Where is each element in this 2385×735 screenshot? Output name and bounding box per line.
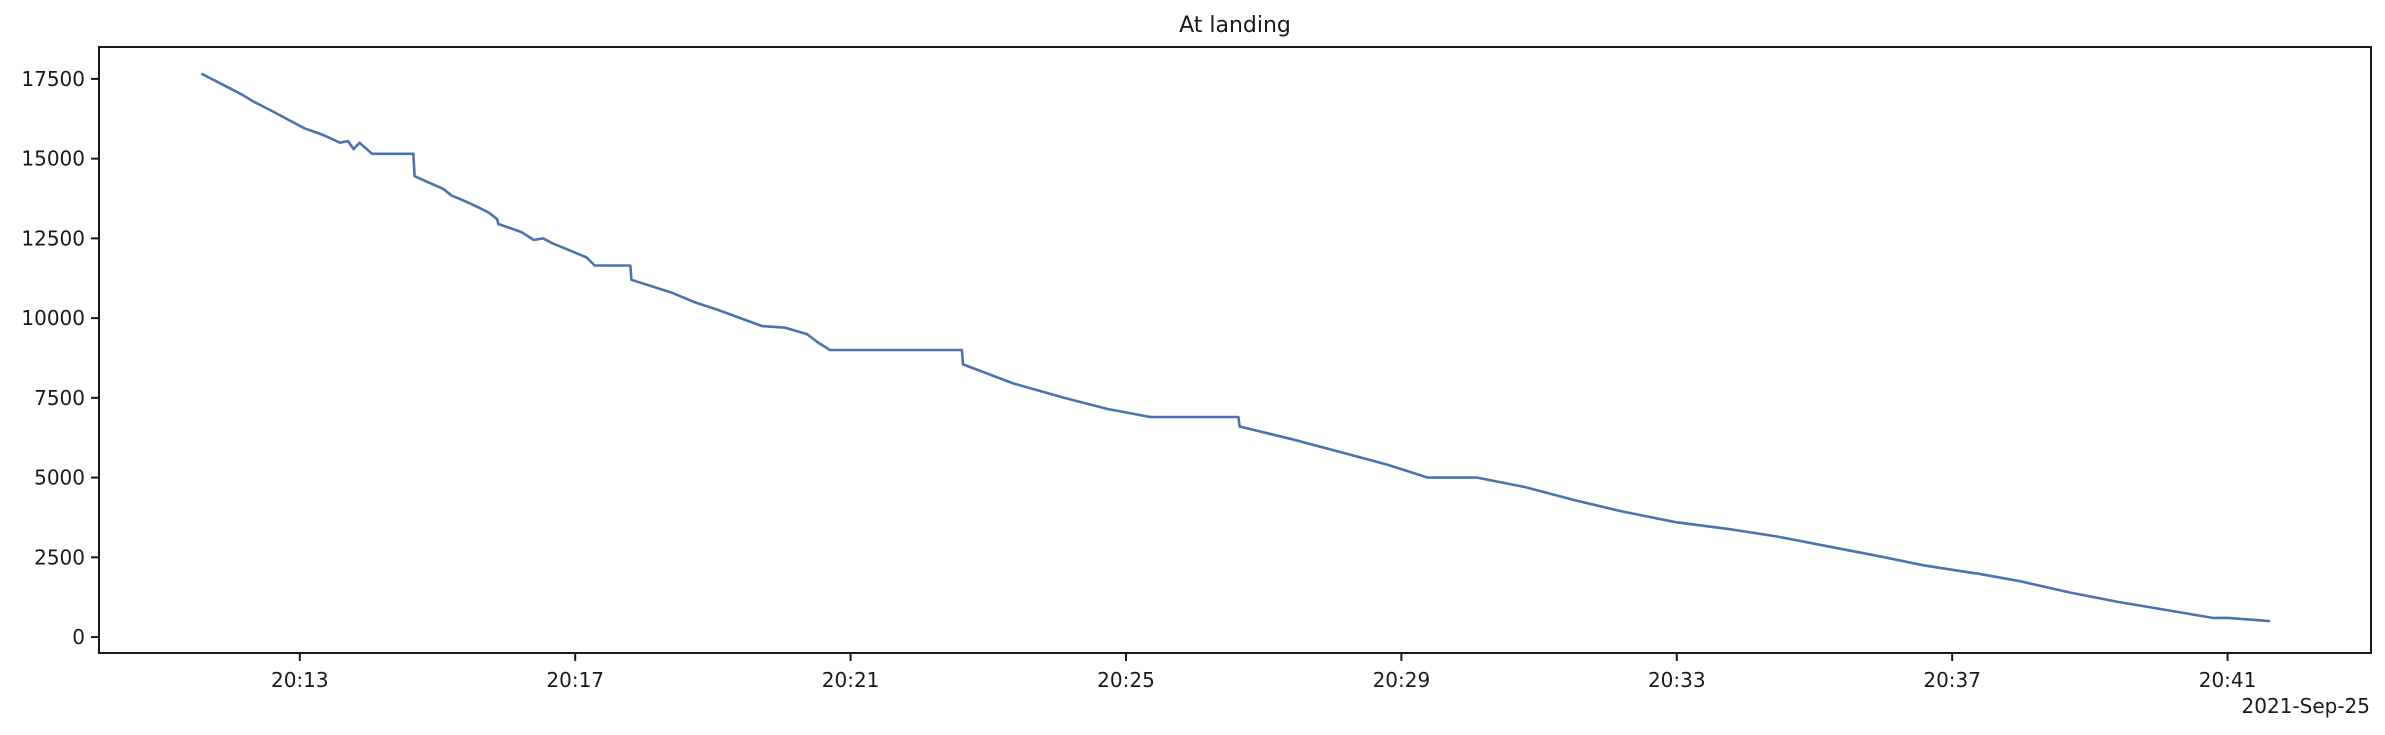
x-tick-label: 20:25	[1097, 668, 1155, 692]
x-tick-label: 20:37	[1923, 668, 1981, 692]
x-tick-label: 20:33	[1648, 668, 1706, 692]
y-tick-label: 0	[72, 625, 85, 649]
chart-title: At landing	[1179, 13, 1291, 38]
x-axis: 20:13 20:17 20:21 20:25 20:29 20:33 20:37 20:41	[271, 653, 2256, 692]
axes-frame	[98, 46, 2372, 654]
plot-area	[201, 72, 2271, 623]
y-axis: 0 2500 5000 7500 10000 12500 15000 17500	[21, 67, 99, 649]
x-tick-label: 20:17	[546, 668, 604, 692]
y-tick-label: 5000	[34, 466, 85, 490]
y-tick-label: 7500	[34, 386, 85, 410]
x-tick-label: 20:13	[271, 668, 329, 692]
y-tick-label: 15000	[21, 147, 85, 171]
series-line-0	[201, 72, 2271, 623]
y-tick-label: 2500	[34, 545, 85, 569]
x-tick-label: 20:21	[822, 668, 880, 692]
y-tick-label: 12500	[21, 226, 85, 250]
x-axis-offset-label: 2021-Sep-25	[2242, 694, 2370, 718]
x-tick-label: 20:29	[1373, 668, 1431, 692]
x-tick-label: 20:41	[2199, 668, 2257, 692]
y-tick-label: 17500	[21, 67, 85, 91]
y-tick-label: 10000	[21, 306, 85, 330]
